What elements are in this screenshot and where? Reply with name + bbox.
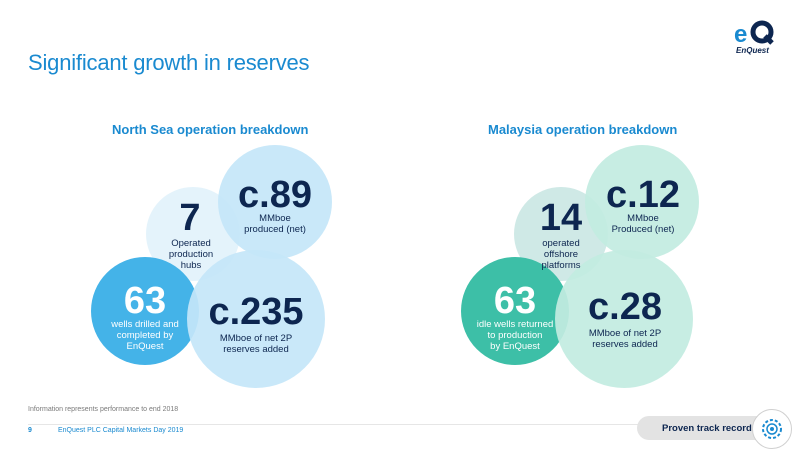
ns-produced-label: MMboe produced (net) [244, 213, 306, 235]
gear-icon [752, 409, 792, 449]
svg-text:e: e [734, 21, 747, 48]
page-title: Significant growth in reserves [28, 50, 310, 75]
ns-hubs-label: Operated production hubs [168, 238, 214, 271]
ns-produced-value: c.89 [238, 174, 312, 216]
ns-reserves-label: MMboe of net 2P reserves added [219, 333, 293, 355]
footer-divider [28, 424, 648, 425]
my-reserves-label: MMboe of net 2P reserves added [588, 328, 662, 350]
my-reserves-circle [555, 250, 693, 388]
ns-wells-value: 63 [123, 280, 167, 322]
ns-wells-label: wells drilled and completed by EnQuest [111, 319, 179, 352]
my-produced-value: c.12 [606, 174, 680, 216]
my-produced-circle [585, 145, 699, 259]
my-reserves-value: c.28 [588, 286, 662, 328]
event-name: EnQuest PLC Capital Markets Day 2019 [58, 427, 184, 434]
logo-text: EnQuest [736, 46, 769, 55]
north-sea-heading: North Sea operation breakdown [112, 122, 309, 137]
enquest-logo: e EnQuest [731, 16, 777, 56]
ns-hubs-value: 7 [179, 197, 201, 239]
my-wells-label: idle wells returned to production by EnQue… [476, 319, 554, 352]
my-wells-circle [461, 257, 569, 365]
my-produced-label: MMboe Produced (net) [611, 213, 675, 235]
ns-reserves-circle [187, 250, 325, 388]
footnote: Information represents performance to en… [28, 406, 179, 413]
ns-wells-circle [91, 257, 199, 365]
my-wells-value: 63 [493, 280, 537, 322]
ns-reserves-value: c.235 [208, 291, 304, 333]
ns-produced-circle [218, 145, 332, 259]
my-platforms-label: operated offshore platforms [541, 238, 581, 271]
my-platforms-value: 14 [539, 197, 583, 239]
malaysia-heading: Malaysia operation breakdown [488, 122, 678, 137]
page-number: 9 [28, 427, 32, 434]
proven-track-record-label: Proven track record [662, 423, 752, 434]
